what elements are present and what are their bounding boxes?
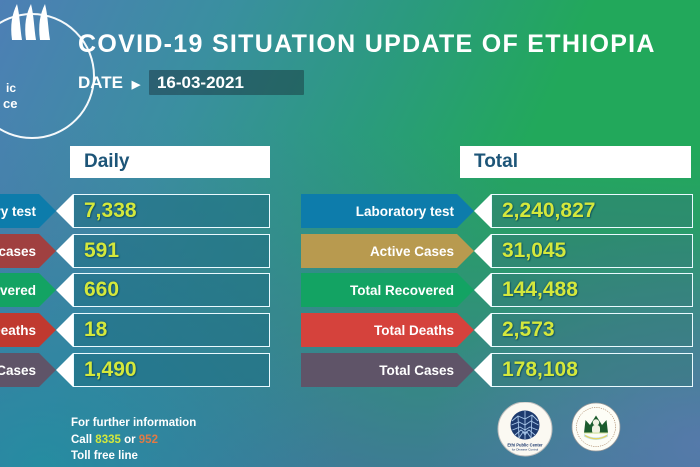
svg-text:for Disease Control: for Disease Control <box>512 448 539 452</box>
svg-text:ce: ce <box>3 96 17 111</box>
svg-text:ic: ic <box>6 81 16 95</box>
